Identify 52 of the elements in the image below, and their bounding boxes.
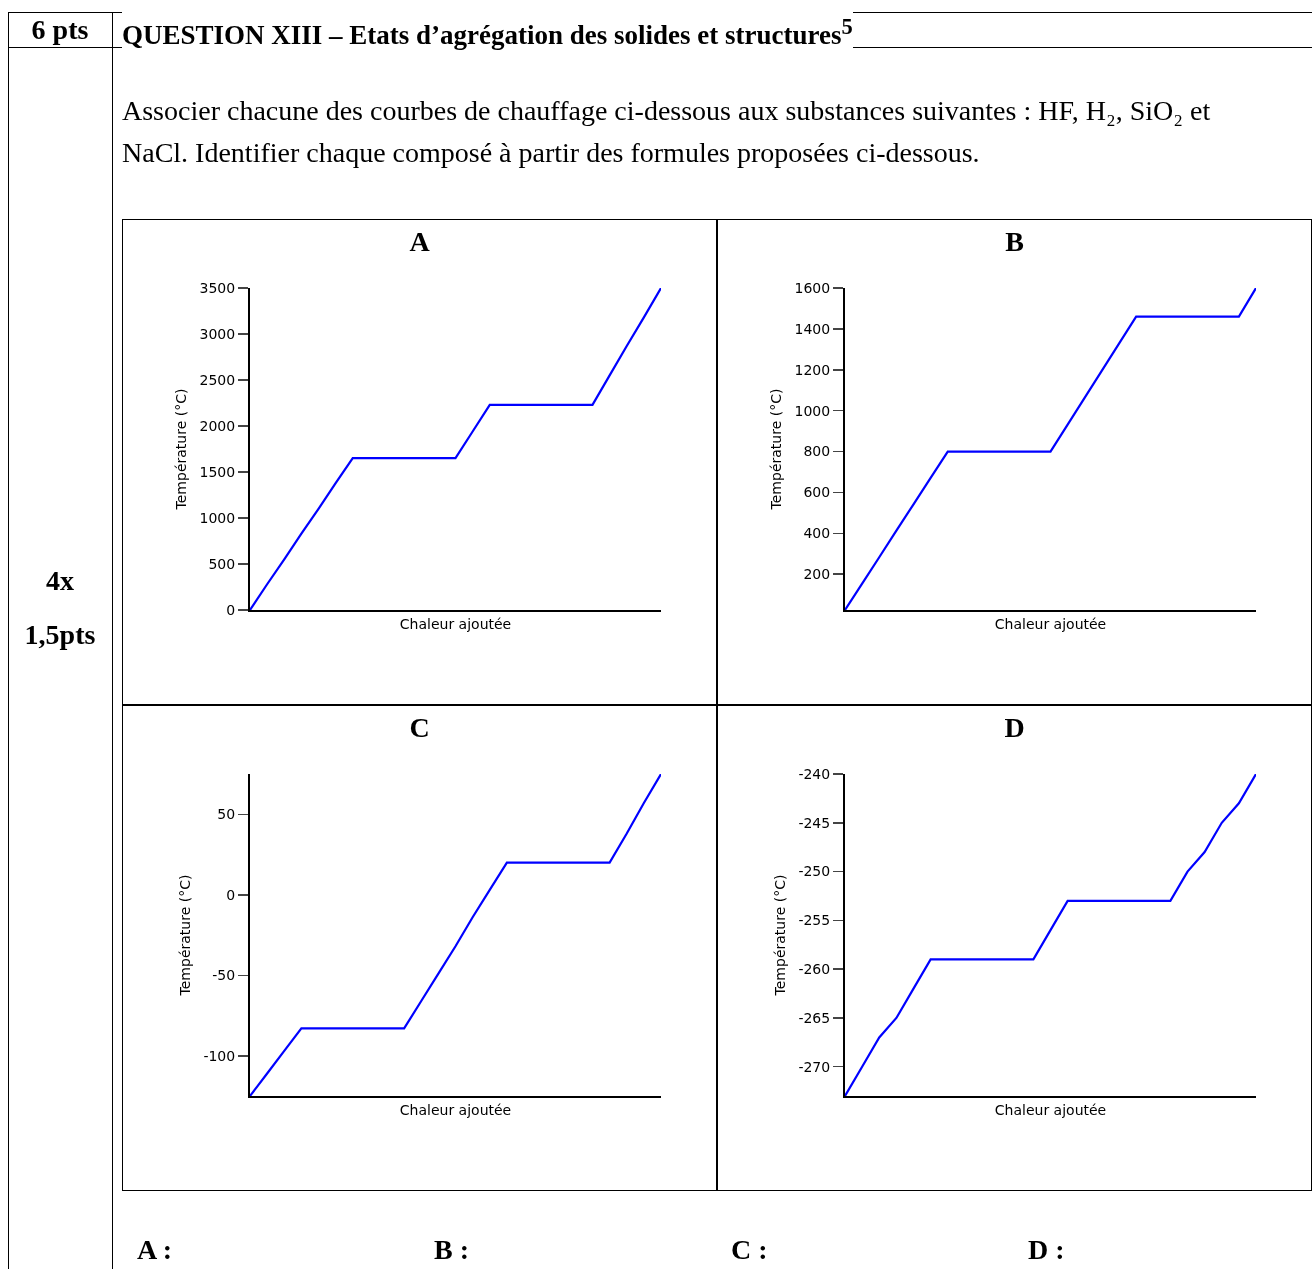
chart-title: D xyxy=(1004,711,1025,743)
y-axis-title: Température (°C) xyxy=(771,874,788,997)
x-axis-title: Chaleur ajoutée xyxy=(994,615,1107,632)
text: QUESTION XIII – Etats d’agrégation des solides et structures$^{5}$ xyxy=(122,11,853,51)
chart-title: C xyxy=(409,711,430,743)
text: 4x xyxy=(45,565,75,597)
y-tick-label: -245 xyxy=(798,814,831,831)
y-tick-label: 600 xyxy=(803,484,831,501)
y-tick-label: 50 xyxy=(217,806,236,823)
y-tick-label: 2000 xyxy=(199,417,236,434)
y-tick-label: 400 xyxy=(803,525,831,542)
y-tick-label: 3000 xyxy=(199,325,236,342)
line-series xyxy=(845,774,1256,1096)
y-tick-label: 0 xyxy=(226,601,236,618)
y-axis-title: Température (°C) xyxy=(767,388,784,511)
y-tick-label: 3500 xyxy=(199,279,236,296)
text: 6 pts xyxy=(30,13,90,47)
y-tick-label: 200 xyxy=(803,566,831,583)
text: B : xyxy=(434,1234,469,1266)
y-tick-label: -240 xyxy=(798,765,831,782)
y-tick-label: -265 xyxy=(798,1009,831,1026)
line-series xyxy=(250,288,661,610)
y-tick-label: -250 xyxy=(798,863,831,880)
y-tick-label: 1500 xyxy=(199,463,236,480)
chart-title: A xyxy=(409,225,431,257)
y-tick-label: 1200 xyxy=(794,361,831,378)
y-tick-label: 1600 xyxy=(794,279,831,296)
line-series xyxy=(845,288,1256,610)
y-tick-label: -50 xyxy=(212,967,236,984)
y-tick-label: 1000 xyxy=(794,402,831,419)
text: A : xyxy=(137,1234,172,1266)
y-tick-label: 500 xyxy=(208,555,236,572)
y-tick-label: -100 xyxy=(203,1047,236,1064)
y-tick-label: 2500 xyxy=(199,371,236,388)
y-tick-label: -255 xyxy=(798,912,831,929)
y-tick-label: 1400 xyxy=(794,320,831,337)
line-series xyxy=(250,774,661,1096)
text: C : xyxy=(731,1234,768,1266)
y-tick-label: 800 xyxy=(803,443,831,460)
text: D : xyxy=(1028,1234,1065,1266)
text: 1,5pts xyxy=(23,619,97,651)
y-tick-label: -260 xyxy=(798,961,831,978)
text: Associer chacune des courbes de chauffage ci-dessous aux substances suivantes : HF, H₂, SiO₂ et NaCl. Identifier chaque composé à partir des formules proposées ci-dessous. xyxy=(122,94,1212,170)
x-axis-title: Chaleur ajoutée xyxy=(994,1101,1107,1118)
x-axis-title: Chaleur ajoutée xyxy=(399,615,512,632)
chart-title: B xyxy=(1005,225,1024,257)
x-axis-title: Chaleur ajoutée xyxy=(399,1101,512,1118)
y-tick-label: -270 xyxy=(798,1058,831,1075)
y-axis-title: Température (°C) xyxy=(172,388,189,511)
y-tick-label: 0 xyxy=(226,886,236,903)
y-tick-label: 1000 xyxy=(199,509,236,526)
y-axis-title: Température (°C) xyxy=(176,874,193,997)
